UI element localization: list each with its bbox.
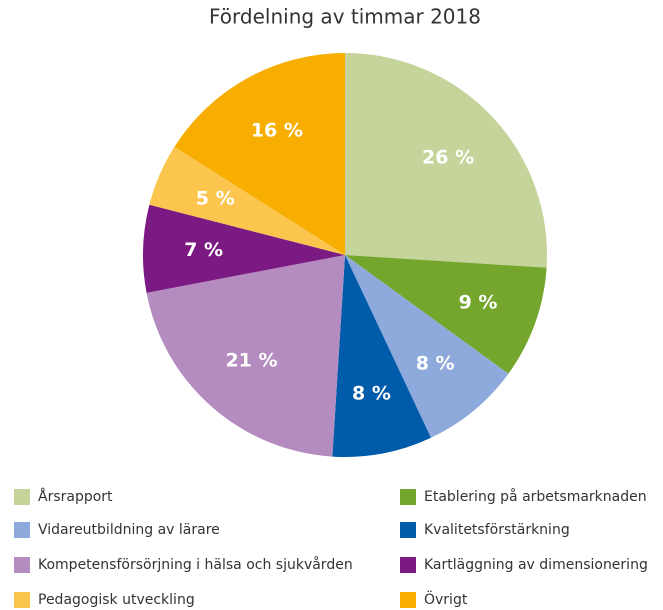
legend-swatch — [400, 592, 416, 608]
legend-label: Kvalitetsförstärkning — [424, 522, 570, 538]
data-label: 16 % — [251, 120, 303, 142]
legend-label: Övrigt — [424, 590, 468, 608]
data-label: 5 % — [196, 187, 235, 209]
data-label: 7 % — [184, 239, 223, 261]
legend-label: Pedagogisk utveckling — [38, 592, 195, 608]
legend-label: Kompetensförsörjning i hälsa och sjukvår… — [38, 556, 353, 573]
legend-label: Årsrapport — [38, 488, 113, 505]
legend-label: Vidareutbildning av lärare — [38, 522, 220, 538]
pie-slice — [345, 255, 547, 374]
data-label: 21 % — [225, 350, 277, 372]
pie-slice — [146, 255, 345, 457]
pie-slice — [149, 146, 345, 255]
pie-slice — [174, 53, 345, 255]
legend-swatch — [14, 592, 30, 608]
legend-label: Kartläggning av dimensionering — [424, 557, 648, 573]
pie-slice — [332, 255, 432, 458]
chart-title: Fördelning av timmar 2018 — [209, 5, 481, 29]
legend-swatch — [14, 489, 30, 505]
legend-swatch — [14, 522, 30, 538]
pie-slice — [345, 255, 509, 438]
pie-slice — [143, 204, 345, 293]
legend-swatch — [400, 522, 416, 538]
data-label: 9 % — [459, 291, 498, 313]
legend-swatch — [400, 557, 416, 573]
legend-swatch — [14, 557, 30, 573]
data-label: 8 % — [416, 352, 455, 374]
legend-label: Etablering på arbetsmarknaden — [424, 488, 647, 505]
data-label: 8 % — [352, 382, 391, 404]
data-label: 26 % — [422, 147, 474, 169]
pie-slice — [345, 53, 547, 268]
legend-swatch — [400, 489, 416, 505]
